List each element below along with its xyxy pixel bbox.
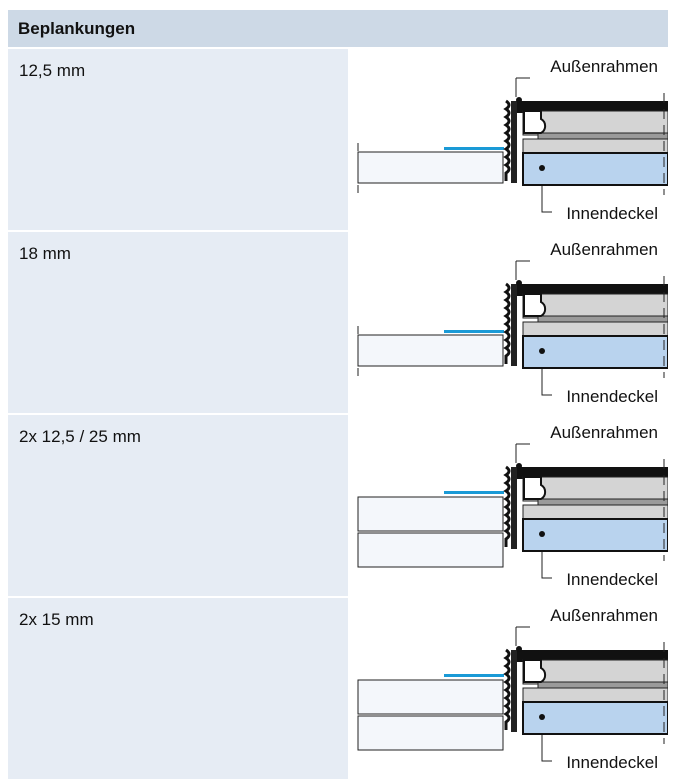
- inner-lid-label: Innendeckel: [566, 570, 658, 590]
- outer-frame-leader: [515, 260, 530, 280]
- row-label: 18 mm: [19, 244, 71, 263]
- clip-profile: [503, 648, 511, 730]
- outer-frame-top: [517, 284, 668, 296]
- seal-strip: [444, 147, 504, 150]
- seal-strip: [444, 674, 504, 677]
- outer-frame-leader: [515, 443, 530, 463]
- table-row: 18 mm Außenrahmen Innendeckel: [8, 232, 668, 413]
- inner-lid: [522, 701, 668, 735]
- outer-frame-label: Außenrahmen: [550, 606, 658, 626]
- screw-dot: [539, 714, 545, 720]
- section-drawing-svg: [357, 443, 668, 579]
- header-title: Beplankungen: [18, 19, 136, 38]
- inner-lid: [522, 335, 668, 369]
- outer-frame-layer: [537, 315, 668, 323]
- section-drawing-svg: [357, 77, 668, 213]
- frame-post: [511, 284, 517, 366]
- clip-profile: [503, 99, 511, 181]
- inner-lid-cover: [522, 321, 668, 337]
- table-header: Beplankungen: [8, 10, 668, 47]
- outer-frame-gasket: [523, 659, 547, 683]
- row-label: 12,5 mm: [19, 61, 86, 80]
- outer-frame-layer: [537, 498, 668, 506]
- outer-frame-gasket: [523, 293, 547, 317]
- screw-dot: [539, 348, 545, 354]
- row-label: 2x 15 mm: [19, 610, 94, 629]
- outer-frame-layer: [537, 132, 668, 140]
- inner-lid: [522, 518, 668, 552]
- inner-lid-label: Innendeckel: [566, 753, 658, 773]
- frame-dot: [516, 97, 522, 103]
- section-drawing-svg: [357, 260, 668, 396]
- frame-dot: [516, 280, 522, 286]
- wall-board: [357, 496, 504, 532]
- wall-board: [357, 679, 504, 715]
- wall-board: [357, 715, 504, 751]
- section-drawing: Außenrahmen Innendeckel: [348, 415, 668, 596]
- inner-lid-label: Innendeckel: [566, 387, 658, 407]
- section-drawing: Außenrahmen Innendeckel: [348, 232, 668, 413]
- inner-lid-label: Innendeckel: [566, 204, 658, 224]
- table-row: 2x 12,5 / 25 mm Außenrahmen Innendeckel: [8, 415, 668, 596]
- outer-frame-leader: [515, 626, 530, 646]
- section-drawing-svg: [357, 626, 668, 762]
- inner-lid-cover: [522, 504, 668, 520]
- inner-lid-cover: [522, 138, 668, 154]
- outer-frame-label: Außenrahmen: [550, 423, 658, 443]
- frame-post: [511, 650, 517, 732]
- outer-frame-label: Außenrahmen: [550, 240, 658, 260]
- table-row: 12,5 mm Außenrahmen Innendeckel: [8, 49, 668, 230]
- wall-board: [357, 334, 504, 367]
- section-drawing: Außenrahmen Innendeckel: [348, 49, 668, 230]
- inner-lid: [522, 152, 668, 186]
- wall-board: [357, 151, 504, 184]
- row-label: 2x 12,5 / 25 mm: [19, 427, 141, 446]
- seal-strip: [444, 491, 504, 494]
- screw-dot: [539, 165, 545, 171]
- outer-frame-label: Außenrahmen: [550, 57, 658, 77]
- frame-post: [511, 467, 517, 549]
- table-row: 2x 15 mm Außenrahmen Innendeckel: [8, 598, 668, 779]
- outer-frame-gasket: [523, 476, 547, 500]
- section-drawing: Außenrahmen Innendeckel: [348, 598, 668, 779]
- outer-frame: [522, 110, 668, 136]
- outer-frame-top: [517, 650, 668, 662]
- outer-frame-top: [517, 467, 668, 479]
- frame-post: [511, 101, 517, 183]
- seal-strip: [444, 330, 504, 333]
- clip-profile: [503, 465, 511, 547]
- inner-lid-cover: [522, 687, 668, 703]
- frame-dot: [516, 646, 522, 652]
- outer-frame-gasket: [523, 110, 547, 134]
- screw-dot: [539, 531, 545, 537]
- wall-board: [357, 532, 504, 568]
- outer-frame-layer: [537, 681, 668, 689]
- frame-dot: [516, 463, 522, 469]
- clip-profile: [503, 282, 511, 364]
- outer-frame-leader: [515, 77, 530, 97]
- outer-frame-top: [517, 101, 668, 113]
